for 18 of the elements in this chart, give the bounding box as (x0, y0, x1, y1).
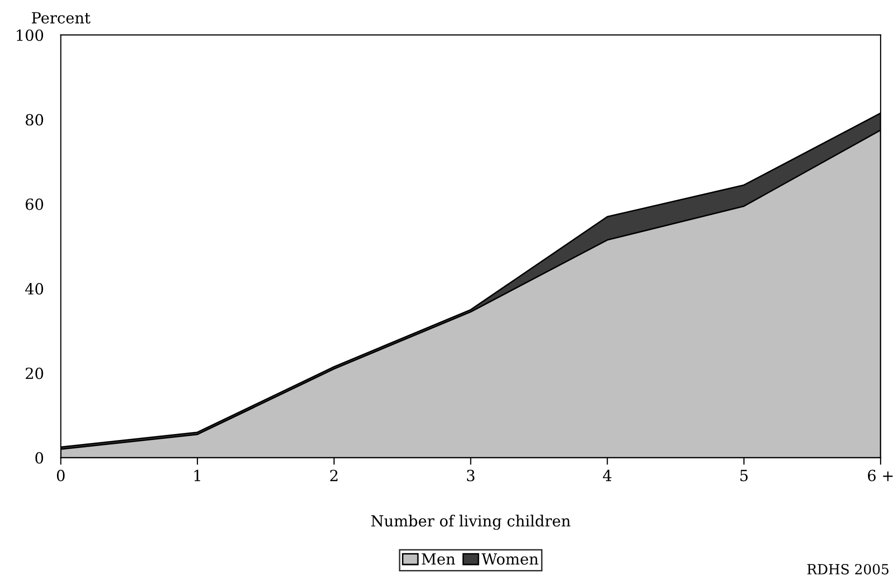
y-tick-label: 40 (25, 283, 44, 295)
x-tick-label: 6 + (868, 470, 893, 482)
y-tick-label: 80 (26, 114, 44, 126)
x-tick-label: 5 (740, 470, 748, 482)
x-tick-label: 0 (56, 470, 65, 482)
y-tick-label: 0 (35, 452, 44, 464)
x-tick-label: 3 (466, 470, 474, 482)
legend-label: Men (422, 553, 456, 565)
y-axis-title: Percent (32, 12, 90, 24)
y-tick-label: 60 (26, 198, 44, 210)
x-tick-label: 4 (602, 470, 612, 482)
x-tick-label: 1 (194, 470, 200, 482)
y-tick-label: 100 (16, 29, 44, 41)
x-axis-title: Number of living children (371, 514, 570, 530)
legend-label: Women (482, 553, 538, 565)
x-tick-label: 2 (330, 470, 338, 482)
text: RDHS 2005 (807, 564, 888, 574)
y-tick-label: 20 (26, 368, 44, 380)
